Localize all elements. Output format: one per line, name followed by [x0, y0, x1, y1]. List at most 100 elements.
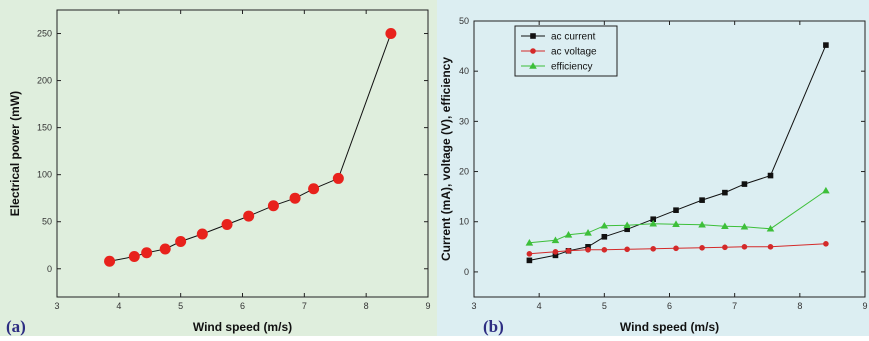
data-point — [128, 251, 140, 263]
y-tick-label: 0 — [464, 267, 469, 277]
x-tick-label: 4 — [116, 301, 121, 311]
data-point — [526, 251, 533, 257]
x-tick-label: 7 — [732, 301, 737, 311]
data-point — [823, 241, 829, 247]
data-point — [601, 233, 608, 240]
data-point — [650, 216, 657, 223]
data-point — [767, 244, 774, 250]
data-point — [564, 230, 573, 238]
x-tick-label: 4 — [537, 301, 542, 311]
data-point — [601, 247, 608, 253]
data-point — [673, 207, 679, 213]
x-tick-label: 8 — [364, 301, 369, 311]
data-point — [584, 228, 592, 236]
y-tick-label: 10 — [459, 217, 469, 227]
panel-b: 3 4 5 6 7 8 9 0 10 20 30 40 50 Wind speed (m/s) Curren… — [437, 0, 869, 336]
y-tick-label: 200 — [37, 76, 52, 86]
data-point — [624, 226, 630, 233]
data-point — [332, 172, 344, 184]
current-voltage-efficiency-chart: 3 4 5 6 7 8 9 0 10 20 30 40 50 Wind speed (m/s) Curren… — [439, 16, 868, 336]
data-point — [104, 255, 116, 267]
legend-label-0: ac current — [551, 32, 596, 43]
legend-marker-1 — [530, 48, 536, 54]
x-tick-label: 5 — [602, 301, 607, 311]
data-point — [741, 181, 748, 187]
legend-label-1: ac voltage — [551, 47, 597, 58]
y-tick-label: 40 — [459, 66, 469, 76]
data-point — [699, 245, 705, 251]
y-tick-label: 150 — [37, 123, 52, 133]
plot-frame — [473, 20, 866, 298]
y-tick-label: 50 — [42, 217, 52, 227]
data-point — [243, 210, 255, 222]
data-point — [600, 221, 609, 229]
x-tick-label: 9 — [425, 301, 430, 311]
data-point — [552, 252, 559, 259]
y-tick-label: 100 — [37, 170, 52, 180]
series-line-2 — [529, 190, 827, 244]
data-point — [722, 189, 728, 196]
x-tick-label: 6 — [667, 301, 672, 311]
panel-label: (a) — [6, 317, 26, 336]
data-point — [650, 246, 657, 252]
data-point — [823, 42, 829, 48]
data-point — [767, 172, 774, 179]
data-point — [526, 257, 533, 264]
data-point — [221, 219, 233, 231]
data-point — [766, 224, 775, 232]
x-tick-label: 7 — [302, 301, 307, 311]
y-tick-label: 20 — [459, 167, 469, 177]
data-point — [740, 222, 749, 230]
y-axis-title: Current (mA), voltage (V), efficiency — [439, 57, 453, 261]
panel-a: 3 4 5 6 7 8 9 0 50 100 150 200 250 Wind speed (m/s) El… — [0, 0, 437, 336]
data-point — [385, 28, 397, 40]
data-point — [822, 186, 830, 194]
y-tick-label: 50 — [459, 16, 469, 26]
data-point — [699, 197, 705, 203]
y-tick-label: 0 — [47, 264, 52, 274]
power-chart: 3 4 5 6 7 8 9 0 50 100 150 200 250 Wind speed (m/s) El… — [6, 9, 431, 336]
x-tick-label: 3 — [471, 301, 476, 311]
x-axis-title: Wind speed (m/s) — [620, 320, 719, 334]
data-point — [585, 244, 591, 250]
legend-marker-2 — [529, 62, 537, 69]
legend-label-2: efficiency — [551, 62, 593, 73]
data-point — [721, 222, 729, 230]
series-line-0 — [109, 33, 392, 262]
data-point — [623, 221, 631, 229]
x-axis-title: Wind speed (m/s) — [193, 320, 292, 334]
legend-marker-0 — [530, 33, 536, 39]
data-point — [551, 236, 560, 244]
data-point — [308, 183, 320, 195]
data-point — [552, 249, 559, 255]
x-tick-label: 9 — [862, 301, 867, 311]
data-point — [722, 244, 728, 251]
data-point — [525, 239, 534, 246]
data-point — [698, 220, 706, 228]
x-tick-label: 5 — [178, 301, 183, 311]
data-point — [585, 247, 591, 253]
legend-box — [514, 25, 618, 77]
data-point — [649, 219, 658, 227]
data-point — [565, 248, 572, 254]
data-point — [196, 228, 208, 240]
panel-label: (b) — [483, 317, 504, 336]
x-tick-label: 6 — [240, 301, 245, 311]
y-tick-label: 30 — [459, 116, 469, 126]
plot-frame — [56, 9, 429, 298]
data-point — [672, 220, 680, 228]
x-tick-label: 3 — [54, 301, 59, 311]
x-tick-label: 8 — [797, 301, 802, 311]
data-point — [673, 245, 679, 252]
data-point — [624, 246, 630, 253]
y-tick-label: 250 — [37, 29, 52, 39]
data-point — [741, 244, 748, 250]
data-point — [267, 200, 279, 212]
data-point — [289, 192, 301, 204]
data-point — [141, 247, 153, 259]
y-axis-title: Electrical power (mW) — [8, 91, 22, 216]
series-line-0 — [529, 44, 827, 261]
data-point — [175, 235, 187, 247]
data-point — [159, 243, 171, 255]
